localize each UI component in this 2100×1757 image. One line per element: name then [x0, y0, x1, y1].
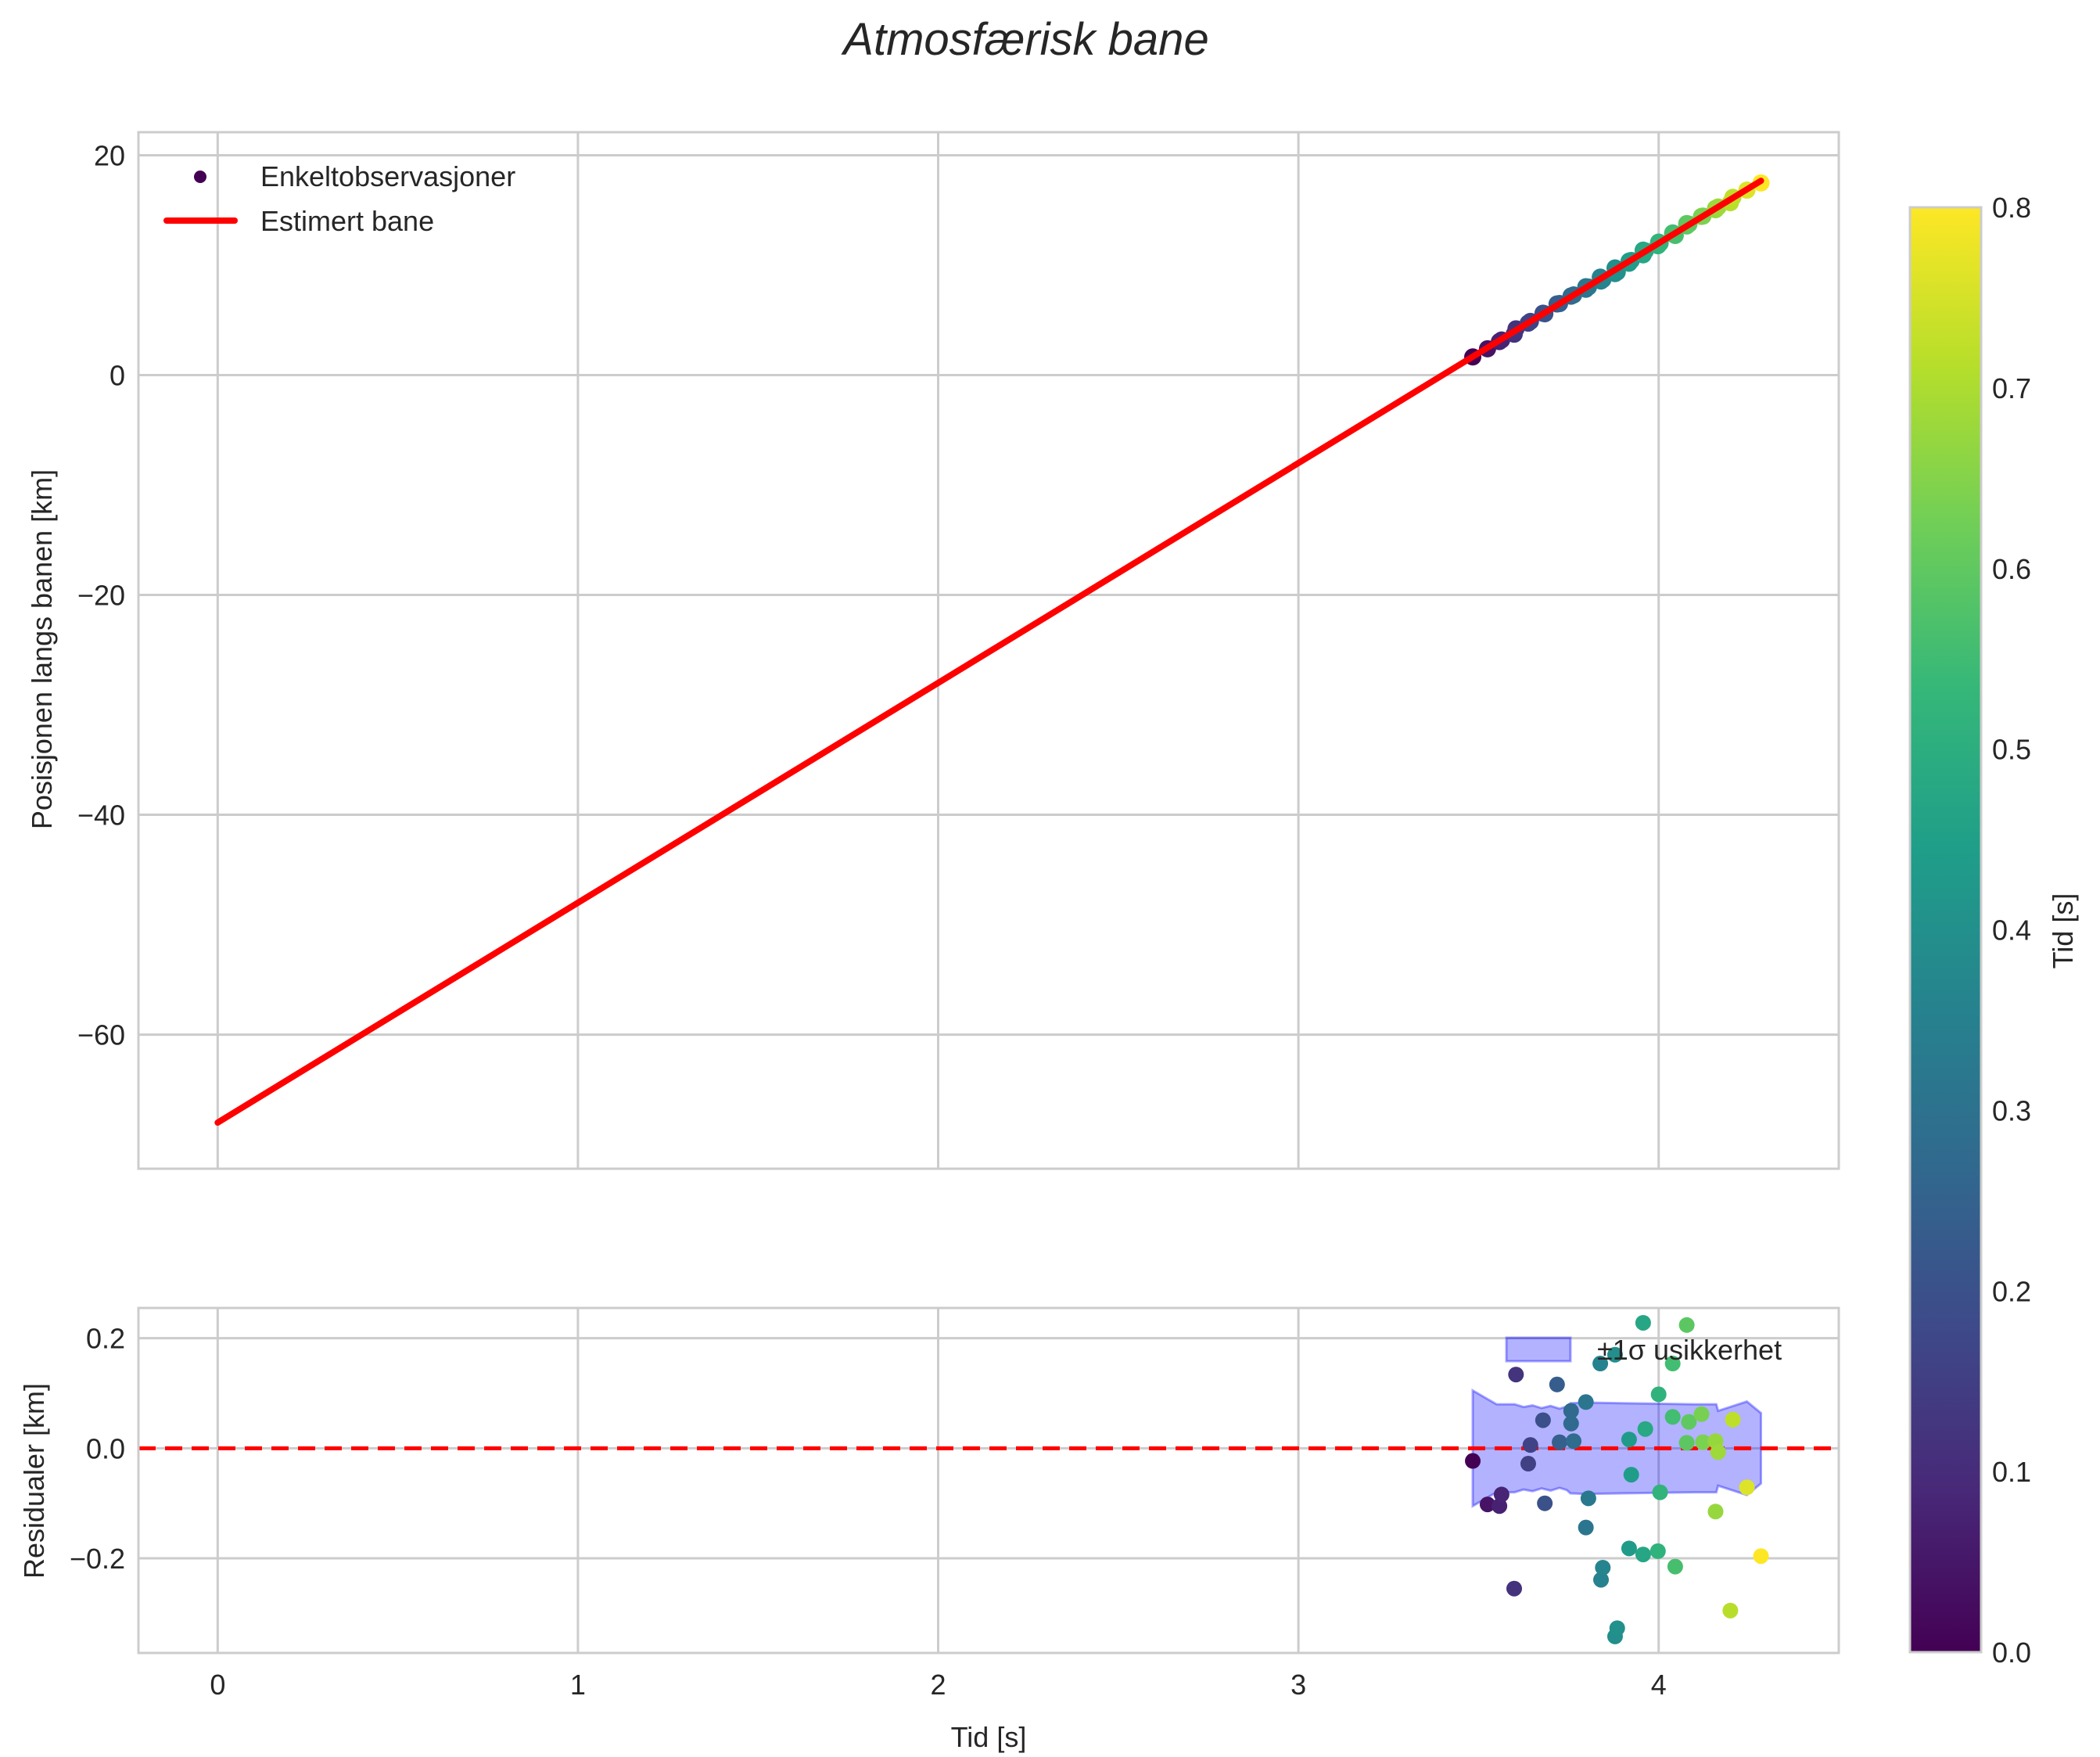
residual-point [1552, 1435, 1567, 1450]
residual-point [1549, 1377, 1565, 1392]
residual-point [1624, 1467, 1639, 1482]
residual-point [1665, 1409, 1681, 1425]
x-tick-label: 2 [931, 1669, 946, 1701]
residual-point [1679, 1317, 1695, 1333]
chart-title: Atmosfærisk bane [841, 14, 1208, 65]
residual-point [1566, 1433, 1581, 1449]
colorbar-tick-label: 0.3 [1992, 1094, 2031, 1126]
residual-point [1635, 1315, 1651, 1331]
residual-y-tick-labels: 0.2 0.0 −0.2 [70, 1323, 125, 1575]
colorbar: 0.0 0.1 0.2 0.3 0.4 0.5 0.6 0.7 0.8 Tid [s] [1910, 192, 2079, 1669]
top-axes: 20 0 −20 −40 −60 Posisjonen langs banen [km]… [26, 132, 1839, 1169]
residual-legend: ±1σ usikkerhet [1506, 1334, 1782, 1366]
y-tick-label: −60 [77, 1019, 125, 1051]
residual-point [1638, 1421, 1653, 1437]
x-tick-label: 4 [1651, 1669, 1667, 1701]
y-tick-label: −20 [77, 580, 125, 612]
residual-point [1578, 1394, 1594, 1410]
residual-point [1679, 1435, 1695, 1450]
residual-point [1754, 1548, 1769, 1564]
residual-point [1621, 1540, 1637, 1556]
residual-point [1523, 1437, 1538, 1453]
residual-point [1694, 1407, 1710, 1422]
colorbar-gradient [1910, 207, 1981, 1652]
residual-point [1494, 1486, 1509, 1502]
colorbar-tick-label: 0.1 [1992, 1456, 2031, 1488]
legend-label-estimated: Estimert bane [260, 205, 434, 237]
residual-point [1506, 1581, 1522, 1597]
residual-point [1595, 1560, 1610, 1576]
residual-point [1707, 1504, 1723, 1519]
residual-point [1610, 1620, 1625, 1636]
legend-label-observations: Enkeltobservasjoner [260, 160, 515, 192]
colorbar-tick-label: 0.8 [1992, 192, 2031, 224]
y-tick-label: −40 [77, 799, 125, 832]
x-tick-labels: 0 1 2 3 4 [210, 1669, 1666, 1701]
y-tick-label: 0.2 [86, 1323, 125, 1355]
figure: Atmosfærisk bane 200−20−40−60 Posisjonen… [0, 0, 2100, 1757]
colorbar-tick-label: 0.2 [1992, 1275, 2031, 1307]
residual-point [1651, 1386, 1667, 1402]
residual-point [1739, 1479, 1755, 1495]
estimated-trajectory-line [217, 181, 1761, 1123]
x-tick-label: 0 [210, 1669, 225, 1701]
residual-point [1508, 1367, 1524, 1382]
colorbar-tick-labels: 0.0 0.1 0.2 0.3 0.4 0.5 0.6 0.7 0.8 [1992, 192, 2031, 1669]
colorbar-label: Tid [s] [2047, 893, 2079, 969]
residual-point [1535, 1412, 1551, 1428]
y-tick-label: −0.2 [70, 1543, 125, 1575]
top-y-tick-labels: 20 0 −20 −40 −60 [77, 140, 125, 1051]
y-tick-label: 0.0 [86, 1432, 125, 1464]
colorbar-tick-label: 0.7 [1992, 372, 2031, 404]
legend-marker-icon [194, 171, 206, 183]
residual-y-axis-label: Residualer [km] [18, 1383, 50, 1579]
residual-point [1520, 1456, 1536, 1471]
trajectory-line [217, 181, 1761, 1123]
x-axis-label: Tid [s] [951, 1721, 1027, 1753]
residual-point [1711, 1444, 1726, 1460]
colorbar-tick-label: 0.0 [1992, 1637, 2031, 1669]
legend-patch-icon [1506, 1338, 1571, 1361]
residual-point [1650, 1543, 1666, 1559]
top-legend: Enkeltobservasjoner Estimert bane [167, 160, 515, 237]
legend-label-uncertainty: ±1σ usikkerhet [1597, 1334, 1782, 1366]
residual-point [1537, 1496, 1553, 1511]
x-tick-label: 3 [1291, 1669, 1306, 1701]
x-tick-label: 1 [570, 1669, 586, 1701]
residual-point [1581, 1490, 1596, 1506]
residual-point [1635, 1547, 1651, 1562]
top-y-axis-label: Posisjonen langs banen [km] [26, 469, 58, 829]
residual-axes: 0.2 0.0 −0.2 0 1 2 3 4 Residualer [km] Tid [s]… [18, 1308, 1839, 1753]
colorbar-tick-label: 0.5 [1992, 734, 2031, 766]
residual-point [1465, 1453, 1481, 1469]
residual-point [1578, 1520, 1594, 1536]
residual-point [1667, 1559, 1683, 1575]
colorbar-tick-label: 0.4 [1992, 914, 2031, 947]
residual-point [1563, 1416, 1579, 1432]
y-tick-label: 0 [109, 360, 125, 392]
y-tick-label: 20 [94, 140, 125, 172]
residual-point [1722, 1603, 1738, 1619]
residual-point [1653, 1485, 1668, 1500]
colorbar-tick-label: 0.6 [1992, 553, 2031, 585]
residual-point [1621, 1432, 1637, 1447]
residual-point [1725, 1412, 1741, 1428]
